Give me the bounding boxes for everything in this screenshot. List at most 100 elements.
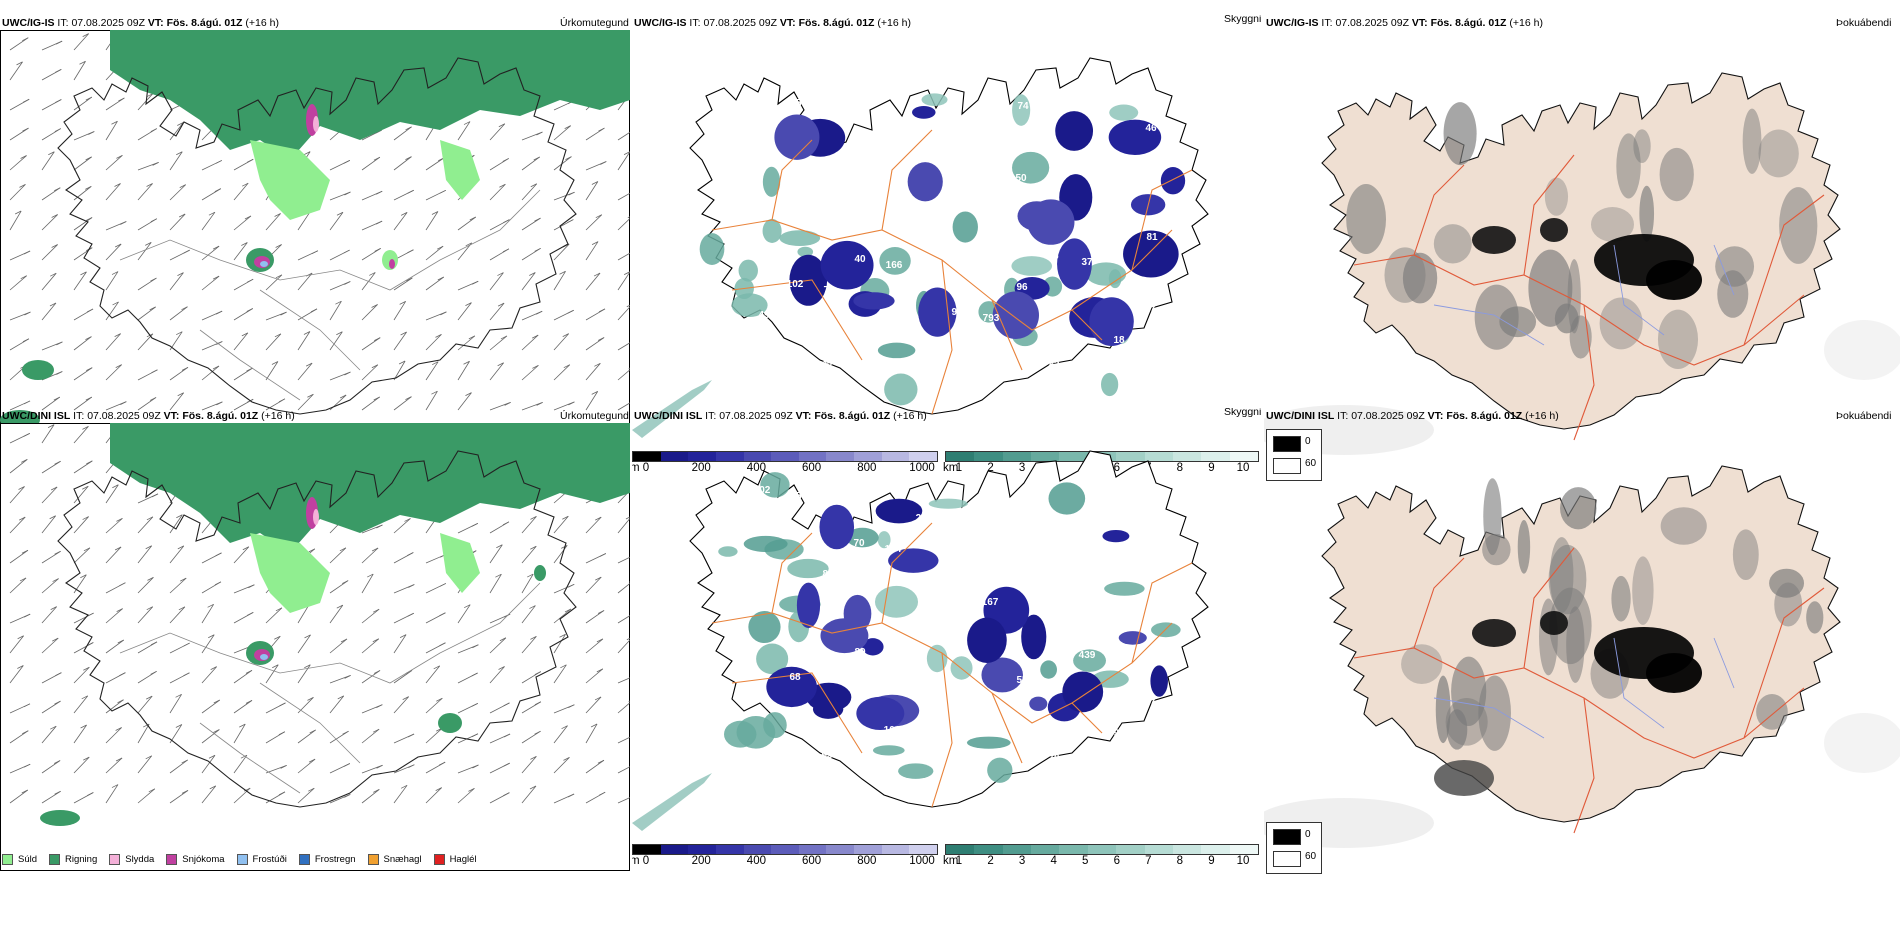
ceiling-value-label: 40 <box>950 198 962 209</box>
wind-barb <box>393 764 415 774</box>
ceiling-area <box>862 638 884 656</box>
wind-barb <box>553 756 570 774</box>
wind-barb <box>297 308 318 321</box>
legend-label: Frostúði <box>252 853 287 865</box>
visibility-area <box>731 293 768 318</box>
wind-barb <box>521 365 539 381</box>
visibility-colorbar-tick: 6 <box>1113 855 1120 867</box>
fog-indicator-area <box>1451 656 1487 726</box>
fog-indicator-area <box>1472 226 1516 254</box>
fog-indicator-area <box>1435 675 1451 744</box>
visibility-area <box>632 773 712 831</box>
visibility-area <box>779 230 821 247</box>
rain-area <box>534 565 546 581</box>
fog-legend: 0 60 <box>1266 822 1322 874</box>
ceiling-colorbar-swatch <box>771 452 799 461</box>
wind-barb <box>73 724 87 744</box>
ceiling-value-label: 89 <box>854 647 866 658</box>
vt-label: VT: <box>795 410 812 422</box>
model-name: UWC/DINI ISL <box>1266 410 1335 422</box>
ceiling-area <box>819 504 855 550</box>
wind-barb <box>137 183 153 201</box>
wind-barb <box>393 696 410 714</box>
wind-barb <box>425 727 443 744</box>
ceiling-value-label: 57 <box>1047 644 1059 655</box>
fog-indicator-area <box>1660 507 1707 545</box>
visibility-area <box>872 745 905 756</box>
ceiling-value-label: 18 <box>1113 335 1125 346</box>
visibility-colorbar-tick: 7 <box>1145 855 1152 867</box>
wind-barb <box>41 460 61 474</box>
wind-barb <box>521 545 537 564</box>
wind-barb <box>425 311 447 321</box>
fog-legend: 0 60 <box>1266 429 1322 481</box>
wind-barb <box>521 247 541 261</box>
legend-swatch <box>298 853 310 865</box>
visibility-colorbar-tick: 9 <box>1208 462 1215 474</box>
wind-barb <box>361 524 383 534</box>
wind-barb <box>425 665 441 684</box>
wind-barb <box>137 397 157 411</box>
wind-barb <box>489 219 510 231</box>
wind-barb <box>329 794 351 804</box>
wind-barb <box>169 366 189 381</box>
wind-barb <box>361 547 379 564</box>
rain-area <box>22 360 54 380</box>
visibility-colorbar-swatch <box>1116 845 1145 854</box>
rain-area <box>110 423 630 553</box>
fog-haze <box>1824 713 1900 773</box>
ceiling-colorbar-tick: 800 <box>857 462 877 474</box>
visibility-colorbar-swatch <box>1229 452 1258 461</box>
visibility-area <box>1104 581 1145 596</box>
fog-indicator-area <box>1433 224 1472 264</box>
wind-barb <box>169 642 190 654</box>
legend-label: Slydda <box>125 853 155 865</box>
wind-barb <box>585 181 599 201</box>
fog-indicator-area <box>1632 556 1654 625</box>
wind-barb <box>617 766 630 774</box>
visibility-colorbar-swatch <box>946 452 975 461</box>
panel-title: UWC/DINI ISL IT: 07.08.2025 09Z VT: Fös.… <box>1266 410 1559 422</box>
wind-barb <box>457 523 478 534</box>
visibility-area <box>762 166 781 197</box>
ceiling-colorbar-swatch <box>826 845 855 854</box>
wind-barb <box>105 582 126 594</box>
fog-indicator-panel: UWC/DINI ISL IT: 07.08.2025 09Z VT: Fös.… <box>1264 408 1900 878</box>
visibility-area <box>987 757 1013 783</box>
ceiling-value-label: 73 <box>920 338 932 349</box>
wind-barb <box>489 637 507 654</box>
wind-barb <box>521 701 542 714</box>
wind-barb <box>585 391 599 411</box>
wind-barb <box>329 695 345 714</box>
ceiling-colorbar-bar <box>632 451 938 462</box>
ceiling-colorbar-swatch <box>798 452 827 461</box>
wind-barb <box>73 695 89 714</box>
wind-barb <box>41 790 61 804</box>
vt-label: VT: <box>1411 17 1428 29</box>
wind-barb <box>457 360 470 381</box>
wind-barb <box>617 252 630 261</box>
visibility-colorbar-swatch <box>1087 845 1117 854</box>
fog-legend-label-1: 60 <box>1305 851 1317 862</box>
wind-barb <box>169 577 187 594</box>
wind-barb <box>585 362 601 381</box>
wind-barb <box>393 211 408 231</box>
wind-barb <box>73 247 93 261</box>
wind-barb <box>393 612 414 624</box>
wind-barb <box>169 545 185 564</box>
fog-indicator-area <box>1639 185 1655 242</box>
iceland-coastline <box>57 57 577 415</box>
wind-barb <box>105 243 122 261</box>
ceiling-colorbar: m 0 200 400 600 800 1000 <box>632 451 938 476</box>
drizzle-area <box>250 533 330 613</box>
ceiling-area <box>1055 111 1094 151</box>
visibility-area <box>699 233 725 266</box>
rain-area <box>110 30 630 160</box>
ceiling-value-label: 60 <box>1080 148 1092 159</box>
wind-barb <box>137 306 156 321</box>
wind-barb <box>361 728 380 744</box>
wind-barb <box>521 217 541 231</box>
ceiling-value-label: 81 <box>1112 226 1124 237</box>
visibility-colorbar-swatch <box>1201 845 1230 854</box>
